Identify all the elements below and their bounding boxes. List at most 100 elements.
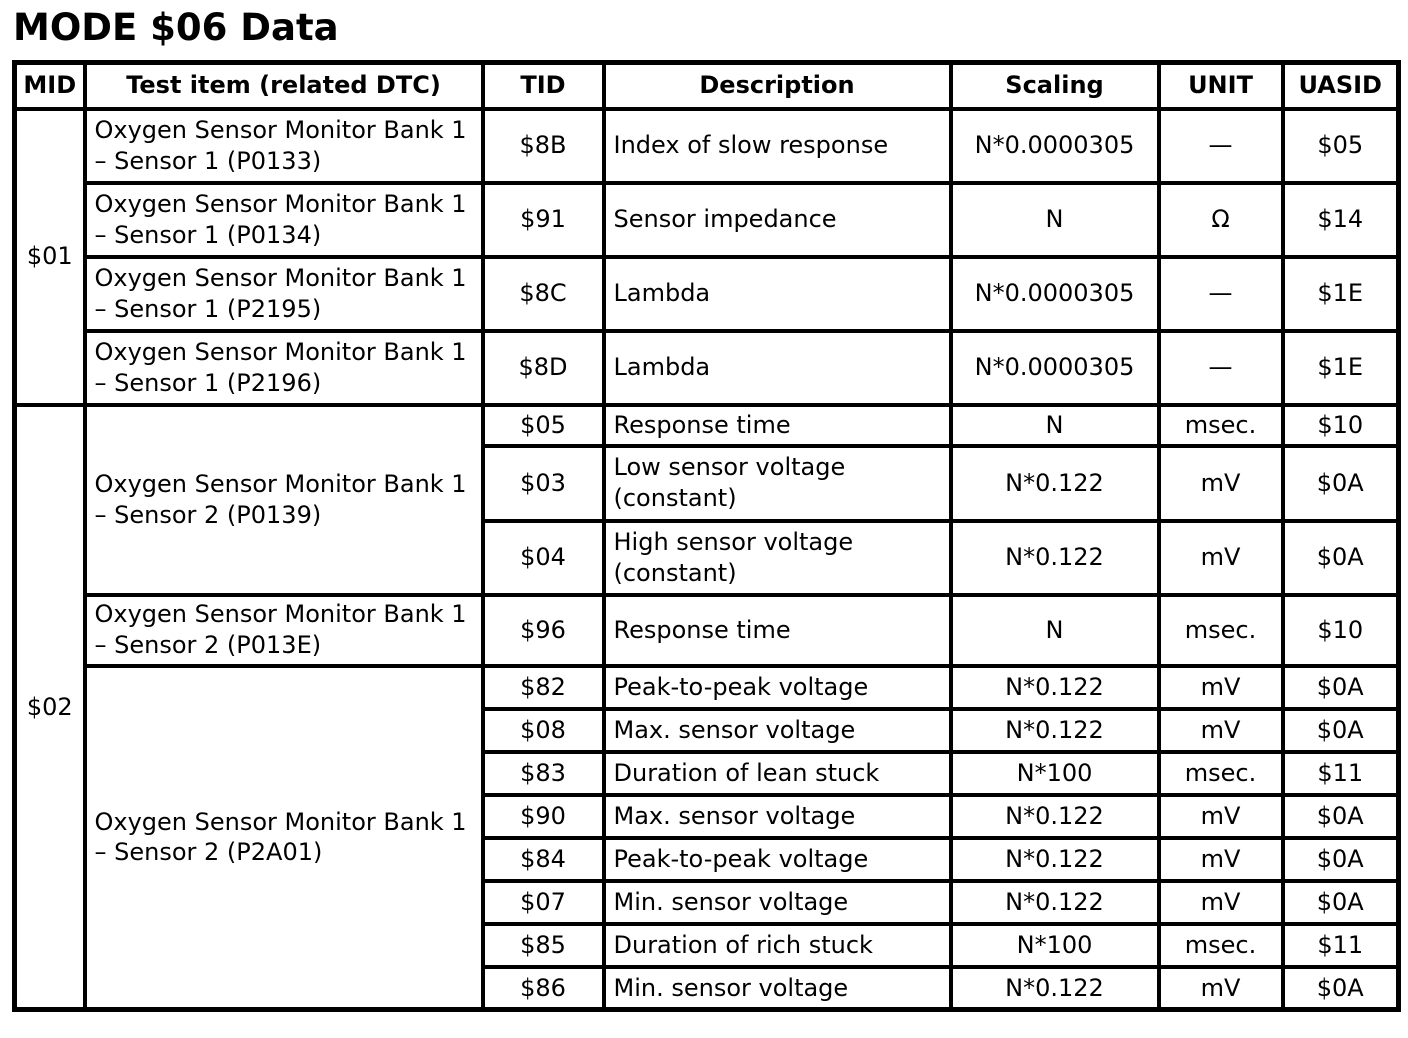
table-row: $04 High sensor voltage (constant) N*0.1… [15,518,1401,597]
description-cell: Lambda [601,328,953,407]
tid-cell: $90 [480,792,606,840]
unit-cell: msec. [1156,749,1285,797]
description-cell: Response time [601,592,953,668]
page-title: MODE $06 Data [13,6,339,49]
scaling-cell: N*0.122 [948,964,1161,1012]
uasid-cell: $1E [1280,254,1401,333]
test-item-cell: Oxygen Sensor Monitor Bank 1 – Sensor 1 … [82,254,485,333]
scaling-cell: N*0.122 [948,835,1161,883]
unit-cell: Ω [1156,180,1285,259]
unit-cell: mV [1156,706,1285,754]
test-item-cell: Oxygen Sensor Monitor Bank 1 – Sensor 2 … [82,592,485,668]
unit-cell: — [1156,254,1285,333]
mid-cell: $02 [12,402,87,1012]
scaling-cell: N*0.122 [948,518,1161,597]
column-header-uasid: UASID [1280,60,1401,111]
table-row: $84 Peak-to-peak voltage N*0.122 mV $0A [15,835,1401,883]
column-header-description: Description [601,60,953,111]
unit-cell: mV [1156,878,1285,926]
description-cell: Peak-to-peak voltage [601,663,953,711]
uasid-cell: $14 [1280,180,1401,259]
mid-cell: $01 [12,106,87,407]
scaling-cell: N*0.122 [948,792,1161,840]
table-row: Oxygen Sensor Monitor Bank 1 – Sensor 1 … [15,180,1401,259]
table-row: $83 Duration of lean stuck N*100 msec. $… [15,749,1401,797]
table-row: $03 Low sensor voltage (constant) N*0.12… [15,443,1401,523]
tid-cell: $82 [480,663,606,711]
tid-cell: $03 [480,443,606,523]
scaling-cell: N*0.122 [948,706,1161,754]
column-header-test-item: Test item (related DTC) [82,60,485,111]
scaling-cell: N*0.0000305 [948,328,1161,407]
tid-cell: $85 [480,921,606,969]
description-cell: Duration of lean stuck [601,749,953,797]
column-header-tid: TID [480,60,606,111]
description-cell: Max. sensor voltage [601,792,953,840]
unit-cell: msec. [1156,921,1285,969]
tid-cell: $07 [480,878,606,926]
table-row: $85 Duration of rich stuck N*100 msec. $… [15,921,1401,969]
scaling-cell: N [948,402,1161,448]
test-item-cell: Oxygen Sensor Monitor Bank 1 – Sensor 2 … [82,402,485,597]
scaling-cell: N*0.0000305 [948,106,1161,185]
description-cell: Max. sensor voltage [601,706,953,754]
tid-cell: $86 [480,964,606,1012]
description-cell: Sensor impedance [601,180,953,259]
unit-cell: mV [1156,792,1285,840]
unit-cell: — [1156,328,1285,407]
description-cell: High sensor voltage (constant) [601,518,953,597]
description-cell: Min. sensor voltage [601,964,953,1012]
table-row: $02 Oxygen Sensor Monitor Bank 1 – Senso… [12,402,1401,1012]
uasid-cell: $1E [1280,328,1401,407]
table-row: $07 Min. sensor voltage N*0.122 mV $0A [15,878,1401,926]
tid-cell: $83 [480,749,606,797]
table-row: $90 Max. sensor voltage N*0.122 mV $0A [15,792,1401,840]
unit-cell: mV [1156,518,1285,597]
test-item-cell: Oxygen Sensor Monitor Bank 1 – Sensor 2 … [82,663,485,1012]
tid-cell: $8C [480,254,606,333]
column-header-unit: UNIT [1156,60,1285,111]
uasid-cell: $0A [1280,878,1401,926]
uasid-cell: $0A [1280,706,1401,754]
tid-cell: $05 [480,402,606,448]
uasid-cell: $11 [1280,749,1401,797]
unit-cell: mV [1156,443,1285,523]
test-item-cell: Oxygen Sensor Monitor Bank 1 – Sensor 1 … [82,180,485,259]
uasid-cell: $05 [1280,106,1401,185]
header-row: MID Test item (related DTC) TID Descript… [12,60,1401,111]
uasid-cell: $10 [1280,402,1401,448]
table-row: Oxygen Sensor Monitor Bank 1 – Sensor 2 … [15,592,1401,668]
tid-cell: $8B [480,106,606,185]
table-row: Oxygen Sensor Monitor Bank 1 – Sensor 1 … [15,328,1401,407]
scaling-cell: N*0.122 [948,878,1161,926]
tid-cell: $96 [480,592,606,668]
uasid-cell: $11 [1280,921,1401,969]
uasid-cell: $0A [1280,792,1401,840]
description-cell: Response time [601,402,953,448]
description-cell: Peak-to-peak voltage [601,835,953,883]
column-header-mid: MID [12,60,87,111]
table-row: $01 Oxygen Sensor Monitor Bank 1 – Senso… [12,106,1401,407]
unit-cell: mV [1156,663,1285,711]
mode06-data-table: MID Test item (related DTC) TID Descript… [12,59,1401,1013]
scaling-cell: N*0.122 [948,663,1161,711]
table-row: $86 Min. sensor voltage N*0.122 mV $0A [15,964,1401,1012]
scaling-cell: N*100 [948,749,1161,797]
unit-cell: — [1156,106,1285,185]
scaling-cell: N*100 [948,921,1161,969]
test-item-cell: Oxygen Sensor Monitor Bank 1 – Sensor 1 … [82,106,485,185]
unit-cell: mV [1156,835,1285,883]
scaling-cell: N*0.122 [948,443,1161,523]
table-row: Oxygen Sensor Monitor Bank 1 – Sensor 2 … [15,663,1401,1012]
table-row: Oxygen Sensor Monitor Bank 1 – Sensor 1 … [15,254,1401,333]
scaling-cell: N [948,592,1161,668]
description-cell: Index of slow response [601,106,953,185]
unit-cell: mV [1156,964,1285,1012]
unit-cell: msec. [1156,402,1285,448]
tid-cell: $8D [480,328,606,407]
test-item-cell: Oxygen Sensor Monitor Bank 1 – Sensor 1 … [82,328,485,407]
description-cell: Lambda [601,254,953,333]
uasid-cell: $0A [1280,443,1401,523]
tid-cell: $04 [480,518,606,597]
